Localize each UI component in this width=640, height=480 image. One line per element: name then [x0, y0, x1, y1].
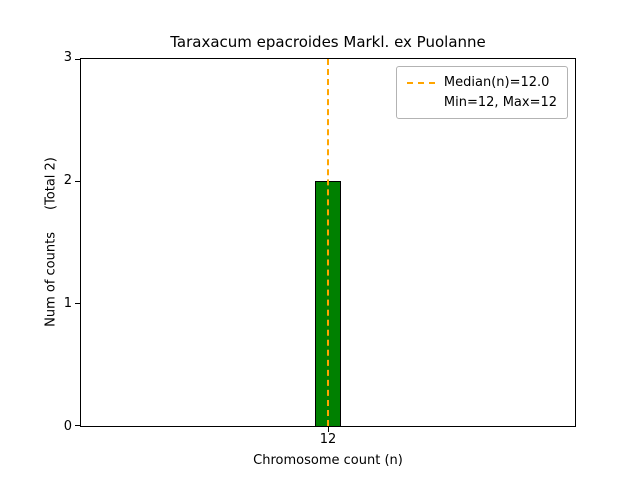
y-tick-mark — [75, 425, 80, 426]
y-tick-mark — [75, 303, 80, 305]
y-tick-label-1: 1 — [63, 296, 72, 311]
y-tick-mark — [75, 59, 80, 60]
y-tick-label-2: 2 — [63, 173, 72, 188]
legend: Median(n)=12.0 Min=12, Max=12 — [395, 66, 568, 119]
plot-area: Median(n)=12.0 Min=12, Max=12 — [75, 58, 576, 432]
x-tick-label-12: 12 — [319, 432, 337, 447]
y-tick-mark — [75, 180, 80, 182]
y-tick-label-0: 0 — [63, 419, 72, 434]
legend-row-median: Median(n)=12.0 — [406, 74, 557, 91]
legend-sample-spacer — [407, 102, 435, 104]
legend-median-label: Median(n)=12.0 — [443, 75, 550, 90]
chart-title: Taraxacum epacroides Markl. ex Puolanne — [170, 33, 486, 51]
median-line-legend-sample — [406, 81, 435, 84]
y-axis-label-text: Num of counts — [43, 232, 59, 327]
median-line — [327, 59, 329, 426]
legend-minmax-label: Min=12, Max=12 — [443, 95, 557, 110]
y-tick-label-3: 3 — [63, 50, 72, 65]
x-axis-label: Chromosome count (n) — [253, 453, 403, 468]
x-tick-mark — [327, 427, 329, 432]
legend-row-minmax: Min=12, Max=12 — [407, 94, 557, 111]
